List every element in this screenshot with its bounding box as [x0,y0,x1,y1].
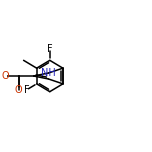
Text: F: F [24,85,30,95]
Text: NH: NH [41,68,56,78]
Text: F: F [47,44,53,54]
Text: O: O [1,71,9,81]
Text: O: O [15,85,22,95]
